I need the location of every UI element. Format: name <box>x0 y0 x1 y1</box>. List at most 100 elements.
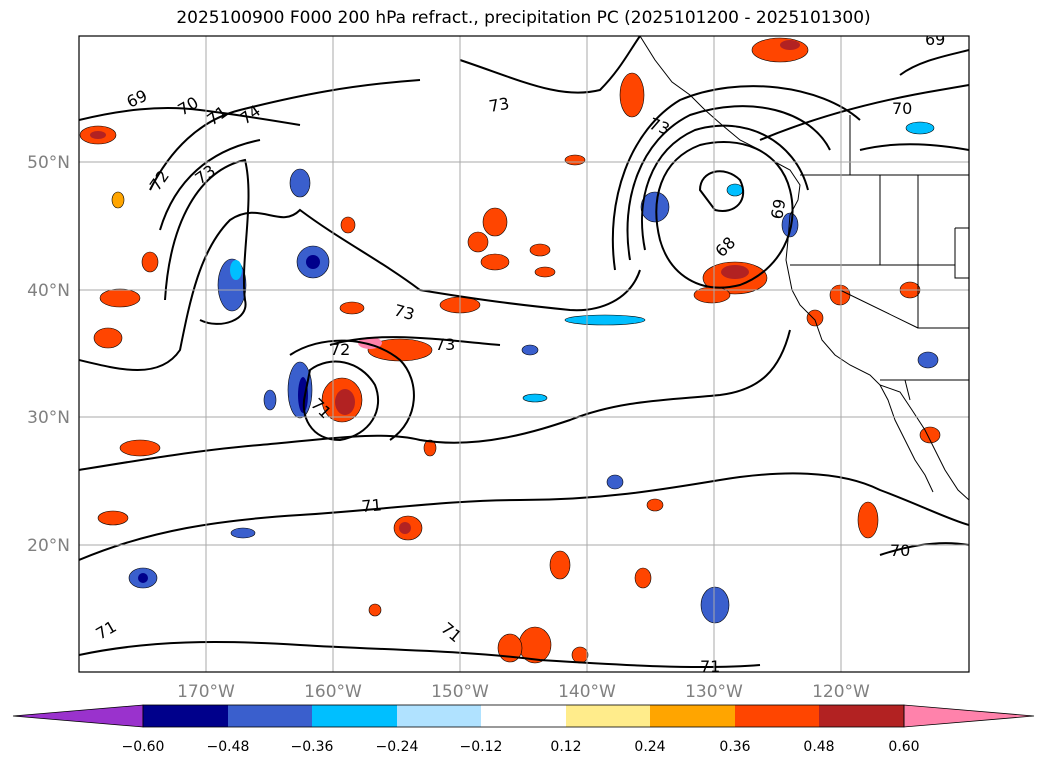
precip-blob <box>917 351 939 369</box>
precip-blob <box>549 550 571 580</box>
precip-blob <box>857 501 879 539</box>
colorbar-tick-label: 0.36 <box>719 739 750 755</box>
contour-line <box>159 139 261 231</box>
colorbar-min-extension <box>12 704 144 728</box>
contour-line <box>79 641 761 669</box>
precip-blob <box>230 527 256 539</box>
colorbar-tick-label: 0.48 <box>803 739 834 755</box>
contour-line <box>879 542 969 556</box>
contour-label: 70 <box>892 99 912 118</box>
map-frame <box>78 35 970 673</box>
colorbar-tick-label: −0.60 <box>122 739 165 755</box>
precip-blob <box>230 260 242 280</box>
colorbar-tick-label: 0.12 <box>550 739 581 755</box>
lat-tick-label: 50°N <box>27 153 70 173</box>
precip-blob <box>335 389 355 415</box>
contour-label: 71 <box>700 657 720 676</box>
refractivity-contours <box>79 36 969 669</box>
contour-line <box>655 141 794 289</box>
map-panel <box>79 36 969 672</box>
colorbar-segment <box>650 705 735 727</box>
precip-blob <box>339 301 365 315</box>
contour-label: 71 <box>361 495 383 516</box>
north-america-coastline <box>639 36 969 501</box>
precip-blob <box>780 40 800 50</box>
lat-tick-label: 30°N <box>27 408 70 428</box>
colorbar-segment <box>566 705 650 727</box>
state-border <box>880 379 969 401</box>
colorbar-segment <box>312 705 397 727</box>
lat-tick-label: 40°N <box>27 281 70 301</box>
precip-blob <box>606 474 624 490</box>
precip-blob <box>111 191 125 209</box>
lon-tick-label: 160°W <box>304 682 362 702</box>
map-title: 2025100900 F000 200 hPa refract., precip… <box>176 8 871 28</box>
precip-blob <box>571 646 589 664</box>
lon-tick-label: 140°W <box>558 682 616 702</box>
precip-blob <box>497 633 523 663</box>
contour-label: 73 <box>435 335 455 354</box>
precip-blob <box>289 168 311 198</box>
colorbar-segment <box>819 705 904 727</box>
contour-label: 69 <box>767 197 789 220</box>
colorbar-segment <box>397 705 481 727</box>
contour-label: 69 <box>925 30 945 49</box>
precip-blob <box>522 393 548 403</box>
contour-line <box>329 336 501 346</box>
contour-line <box>626 105 831 261</box>
baja-coastline <box>879 384 934 493</box>
precip-blob <box>423 439 437 457</box>
precip-blob <box>399 522 411 534</box>
colorbar-tick-label: −0.12 <box>460 739 503 755</box>
precip-blob <box>564 314 646 326</box>
precip-blob <box>141 251 159 273</box>
precip-blob <box>306 255 320 269</box>
precip-blob <box>726 183 744 197</box>
lon-tick-label: 130°W <box>685 682 743 702</box>
contour-line <box>164 158 250 325</box>
coastline-layer <box>639 36 969 501</box>
precip-blob <box>93 327 123 349</box>
colorbar: −0.60 −0.48 −0.36 −0.24 −0.12 0.12 0.24 … <box>12 704 1035 755</box>
state-border <box>790 115 969 329</box>
lon-tick-label: 170°W <box>177 682 235 702</box>
contour-label: 72 <box>330 340 350 359</box>
contour-line <box>79 472 969 561</box>
colorbar-tick-label: 0.60 <box>888 739 919 755</box>
precip-anomaly-layer <box>79 37 941 664</box>
precip-blob <box>99 288 141 308</box>
precip-blob <box>693 286 731 304</box>
precip-blob <box>829 284 851 306</box>
contour-line <box>459 36 641 94</box>
precip-blob <box>534 266 556 278</box>
contour-line <box>149 79 421 191</box>
lon-tick-label: 120°W <box>812 682 870 702</box>
precip-blob <box>529 243 551 257</box>
colorbar-max-extension <box>903 704 1035 728</box>
precip-blob <box>340 216 356 234</box>
precip-blob <box>521 344 539 356</box>
contour-line <box>899 49 969 76</box>
lat-tick-label: 20°N <box>27 536 70 556</box>
contour-label: 70 <box>890 541 910 560</box>
colorbar-segment <box>735 705 819 727</box>
contour-line <box>759 84 969 141</box>
contour-line <box>611 85 861 271</box>
precip-blob <box>564 154 586 166</box>
contour-line <box>79 107 301 126</box>
contour-label: 73 <box>392 301 417 325</box>
precip-blob <box>905 121 935 135</box>
precip-blob <box>97 510 129 526</box>
colorbar-tick-label: −0.48 <box>207 739 250 755</box>
precip-blob <box>700 586 730 624</box>
lon-tick-label: 150°W <box>431 682 489 702</box>
contour-line <box>289 339 415 441</box>
precip-blob <box>806 309 824 327</box>
contour-line <box>302 360 380 442</box>
precip-blob <box>721 265 749 279</box>
contour-line <box>79 208 641 371</box>
contour-label: 73 <box>487 94 510 116</box>
precip-blob <box>482 207 508 237</box>
colorbar-segment <box>143 705 228 727</box>
precip-blob <box>646 498 664 512</box>
